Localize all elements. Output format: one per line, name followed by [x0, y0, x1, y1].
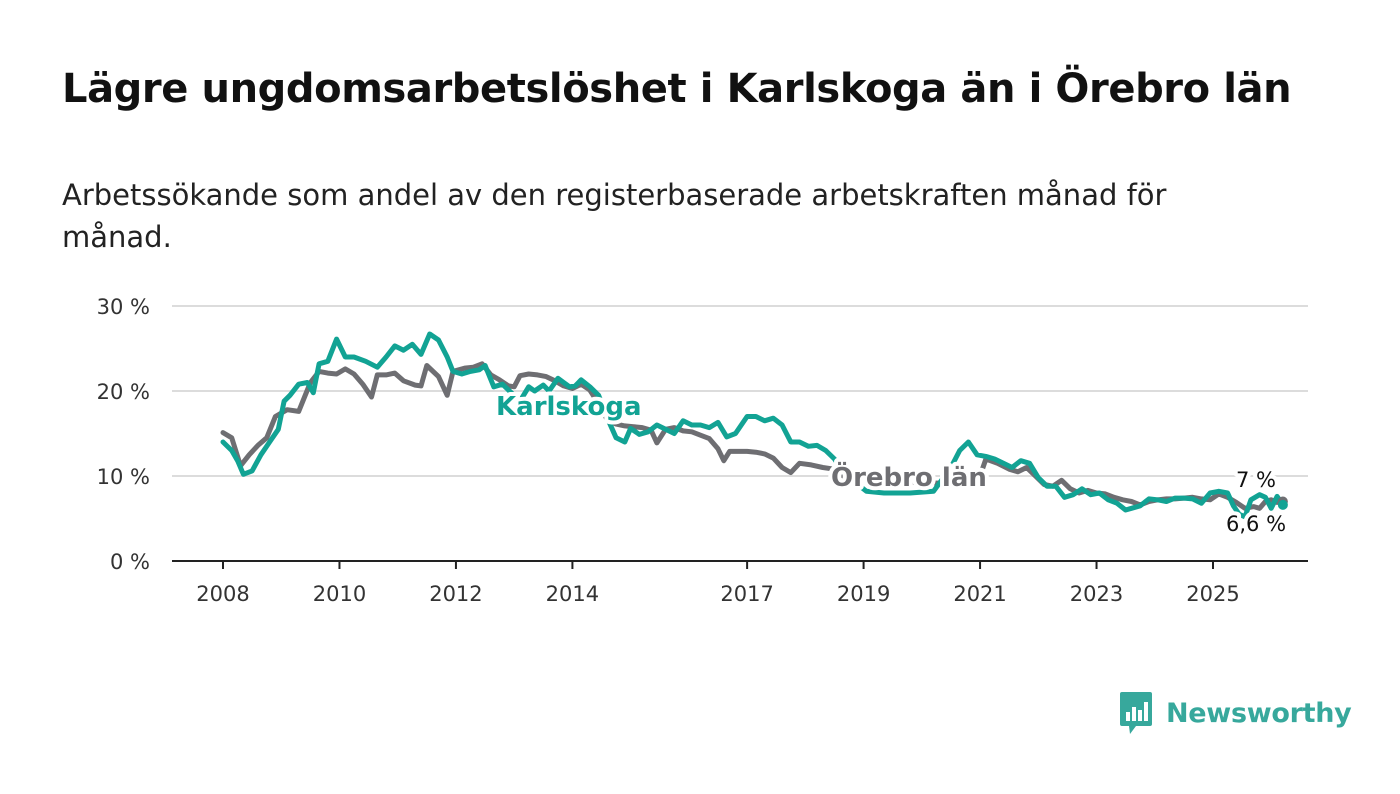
- x-tick-label: 2014: [546, 582, 599, 606]
- series-labels: Karlskoga Örebro län 7 % 6,6 %: [492, 388, 1290, 540]
- series-line-orebro: [220, 361, 1286, 511]
- y-tick-label: 20 %: [97, 380, 150, 404]
- x-tick-label: 2021: [953, 582, 1006, 606]
- series-lines: [220, 331, 1288, 520]
- y-tick-label: 0 %: [110, 550, 150, 574]
- x-tick-label: 2023: [1070, 582, 1123, 606]
- x-tick-label: 2017: [720, 582, 773, 606]
- newsworthy-logo[interactable]: Newsworthy: [1118, 690, 1352, 736]
- x-tick-label: 2012: [429, 582, 482, 606]
- y-tick-label: 30 %: [97, 295, 150, 319]
- gridlines: [172, 305, 1308, 477]
- x-tick-label: 2010: [313, 582, 366, 606]
- chart-title: Lägre ungdomsarbetslöshet i Karlskoga än…: [62, 66, 1292, 112]
- x-tick-label: 2019: [837, 582, 890, 606]
- brand-name: Newsworthy: [1166, 697, 1352, 729]
- series-line-karlskoga: [220, 331, 1286, 520]
- series-label-orebro: Örebro län: [831, 460, 987, 493]
- end-point: [1277, 499, 1288, 510]
- axes: 0 % 10 % 20 % 30 % 2008 2010 2012 2014 2017 2019 2…: [97, 295, 1308, 606]
- x-tick-label: 2008: [196, 582, 249, 606]
- series-label-karlskoga: Karlskoga: [496, 392, 642, 422]
- end-label-karlskoga: 6,6 %: [1226, 512, 1286, 536]
- chart-subtitle: Arbetssökande som andel av den registerb…: [62, 178, 1167, 254]
- x-tick-label: 2025: [1186, 582, 1239, 606]
- bar-chart-bubble-icon: [1120, 692, 1152, 734]
- y-tick-label: 10 %: [97, 465, 150, 489]
- end-label-orebro: 7 %: [1236, 468, 1276, 492]
